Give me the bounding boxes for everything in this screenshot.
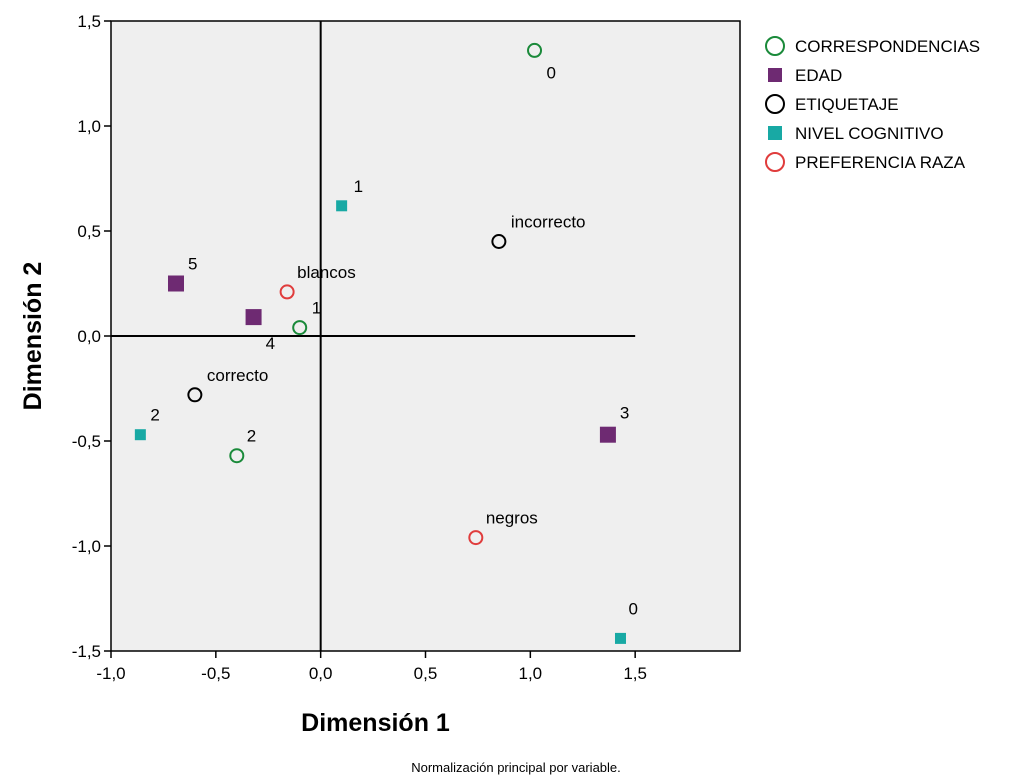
y-tick-label: 0,0 <box>77 327 101 346</box>
legend-label: CORRESPONDENCIAS <box>795 37 980 56</box>
legend-label: ETIQUETAJE <box>795 95 899 114</box>
x-axis-title: Dimensión 1 <box>301 709 450 737</box>
data-point-label: 2 <box>247 427 256 446</box>
data-point <box>134 429 146 441</box>
data-point <box>336 200 348 212</box>
legend-marker <box>768 126 782 140</box>
x-tick-label: -1,0 <box>96 664 125 683</box>
data-point <box>599 426 616 443</box>
y-tick-label: 0,5 <box>77 222 101 241</box>
data-point-label: negros <box>486 509 538 528</box>
data-point <box>491 234 507 249</box>
data-point <box>245 309 262 326</box>
data-point-label: correcto <box>207 366 268 385</box>
data-point <box>167 275 184 292</box>
x-tick-label: -0,5 <box>201 664 230 683</box>
data-point <box>279 284 295 300</box>
legend-marker <box>765 36 785 56</box>
y-tick-label: -0,5 <box>72 432 101 451</box>
data-point <box>527 42 543 58</box>
data-point-label: 0 <box>547 63 556 82</box>
reference-lines <box>111 21 636 651</box>
data-point <box>187 387 203 403</box>
x-tick-label: 1,0 <box>519 664 543 683</box>
data-point <box>292 320 308 336</box>
x-tick-label: 0,5 <box>414 664 438 683</box>
data-point-label: 2 <box>150 406 159 425</box>
legend-label: EDAD <box>795 66 842 85</box>
y-tick-label: -1,0 <box>72 537 101 556</box>
data-point-label: 3 <box>620 404 629 423</box>
x-axis: -1,0 -0,5 0,0 0,5 1,0 1,5 <box>96 651 647 683</box>
data-point-label: 1 <box>354 177 363 196</box>
x-tick-label: 0,0 <box>309 664 333 683</box>
legend-label: PREFERENCIA RAZA <box>795 153 966 172</box>
legend-marker <box>765 152 785 172</box>
data-point-label: blancos <box>297 263 356 282</box>
data-points: 0 1 2 5 4 3 incorrecto correcto 1 2 0 blancos negros <box>134 42 638 644</box>
data-point-label: 4 <box>266 334 275 353</box>
footnote: Normalización principal por variable. <box>411 760 621 775</box>
legend: CORRESPONDENCIAS EDAD ETIQUETAJE NIVEL COGN… <box>765 36 980 172</box>
y-tick-label: -1,5 <box>72 642 101 661</box>
data-point <box>468 530 484 546</box>
legend-marker <box>765 94 785 114</box>
data-point-label: incorrecto <box>511 213 586 232</box>
data-point-label: 0 <box>628 599 637 618</box>
y-tick-label: 1,5 <box>77 12 101 31</box>
legend-marker <box>768 68 782 82</box>
data-point-label: 5 <box>188 255 197 274</box>
y-axis: -1,5 -1,0 -0,5 0,0 0,5 1,0 1,5 <box>72 12 111 661</box>
data-point <box>614 632 626 644</box>
y-tick-label: 1,0 <box>77 117 101 136</box>
legend-label: NIVEL COGNITIVO <box>795 124 944 143</box>
y-axis-title: Dimensión 2 <box>19 262 47 411</box>
data-point <box>229 448 245 464</box>
data-point-label: 1 <box>312 299 321 318</box>
x-tick-label: 1,5 <box>623 664 647 683</box>
